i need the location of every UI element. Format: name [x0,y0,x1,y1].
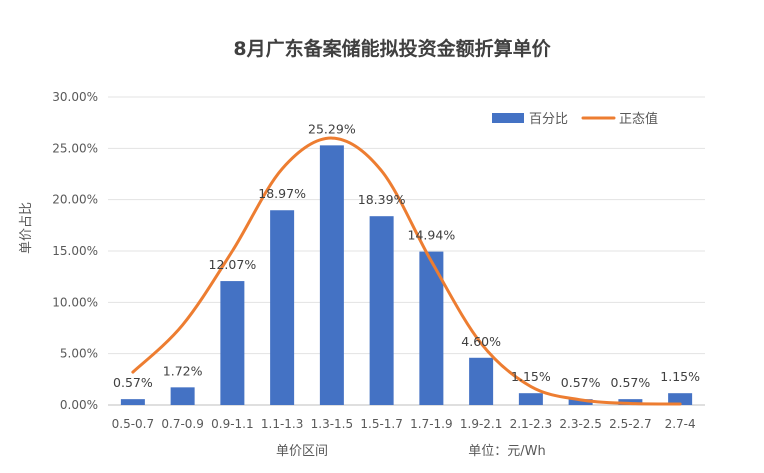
x-tick-label: 2.3-2.5 [559,417,602,431]
x-tick-label: 0.7-0.9 [161,417,204,431]
bar [170,387,195,405]
x-tick-label: 2.1-2.3 [510,417,553,431]
y-tick-label: 30.00% [52,90,98,104]
x-tick-label: 0.9-1.1 [211,417,254,431]
y-tick-label: 5.00% [60,347,98,361]
data-label: 1.72% [163,363,203,378]
y-tick-label: 25.00% [52,141,98,155]
data-label: 1.15% [511,369,551,384]
x-axis-title: 单价区间 [276,444,328,459]
y-axis-ticks: 0.00% 5.00% 10.00% 15.00% 20.00% 25.00% 30.00% [52,90,98,412]
x-tick-label: 2.7-4 [665,417,696,431]
data-labels: 0.57% 1.72% 12.07% 18.97% 25.29% 18.39% 14.94%… [113,121,700,390]
bar [319,145,344,405]
x-tick-label: 1.3-1.5 [311,417,354,431]
x-tick-label: 1.5-1.7 [360,417,403,431]
data-label: 14.94% [408,228,456,243]
bar [220,281,245,405]
legend-label-bar: 百分比 [529,112,568,127]
data-label: 4.60% [461,334,501,349]
bar [120,399,145,405]
data-label: 1.15% [660,369,700,384]
bar [568,399,593,405]
legend-label-line: 正态值 [619,111,658,127]
bar [369,216,394,405]
bar [469,357,494,405]
x-tick-label: 2.5-2.7 [609,417,652,431]
legend: 百分比 正态值 [492,111,658,127]
normal-curve [131,136,682,406]
y-tick-label: 10.00% [52,295,98,309]
x-tick-label: 1.1-1.3 [261,417,304,431]
y-axis-title: 单价占比 [19,202,34,254]
legend-swatch-bar [492,113,524,123]
data-label: 18.97% [258,186,306,201]
data-label: 18.39% [358,192,406,207]
data-label: 0.57% [561,375,601,390]
x-tick-label: 0.5-0.7 [112,417,155,431]
bar [270,210,295,405]
gridlines [108,96,705,406]
data-label: 0.57% [113,375,153,390]
bar [668,393,693,405]
bars [120,145,693,405]
x-axis-ticks: 0.5-0.7 0.7-0.9 0.9-1.1 1.1-1.3 1.3-1.5 1.5-1… [112,417,696,431]
y-tick-label: 20.00% [52,193,98,207]
normal-curve-line [131,136,682,406]
x-tick-label: 1.7-1.9 [410,417,453,431]
x-tick-label: 1.9-2.1 [460,417,503,431]
data-label: 25.29% [308,121,356,136]
unit-note: 单位：元/Wh [468,444,545,459]
chart-title: 8月广东备案储能拟投资金额折算单价 [233,37,551,60]
y-tick-label: 0.00% [60,398,98,412]
data-label: 0.57% [611,375,651,390]
y-tick-label: 15.00% [52,244,98,258]
data-label: 12.07% [209,257,257,272]
bar [518,393,543,405]
